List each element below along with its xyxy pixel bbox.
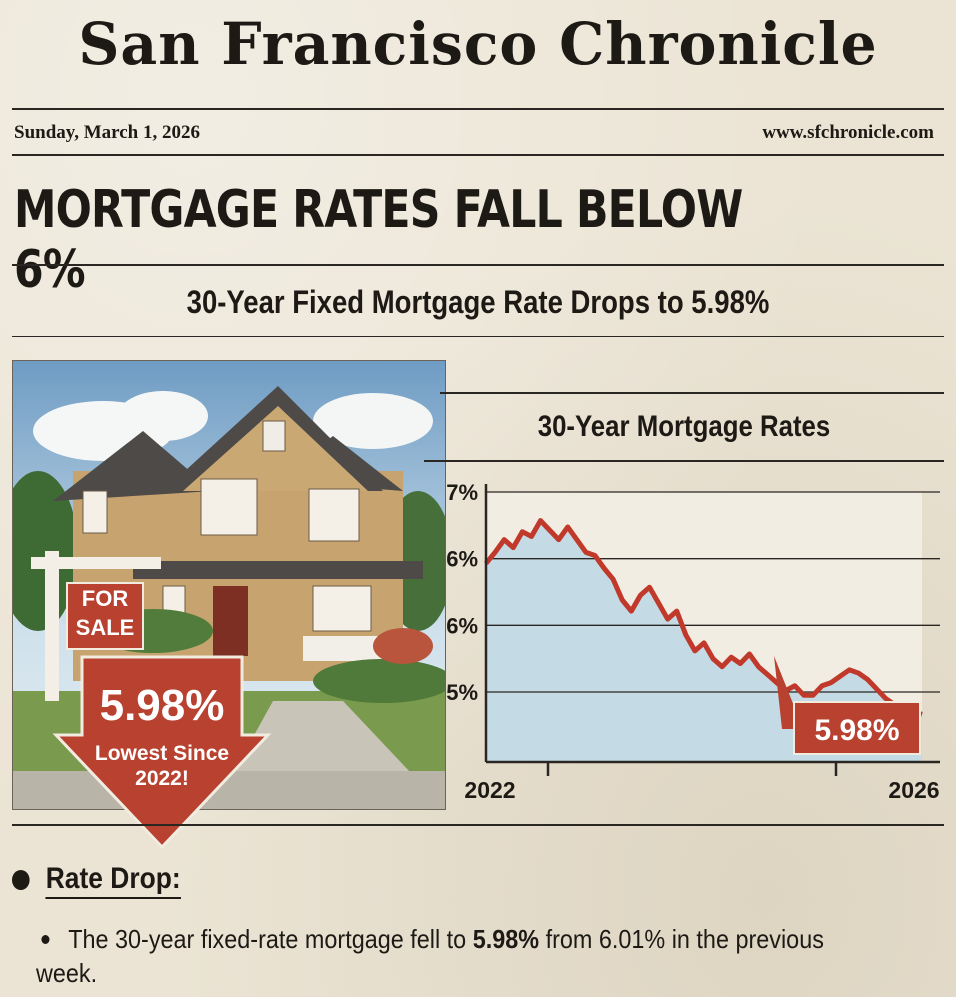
badge-caption-line1: Lowest Since [94,742,230,765]
annotation-label: 5.98% [814,714,899,747]
section-rule [12,824,944,826]
dateline: Sunday, March 1, 2026 [14,122,200,143]
for-sale-line1: FOR [81,586,129,611]
section-heading: Rate Drop: [12,862,181,899]
masthead-rule [12,108,944,110]
y-tick-label: 7% [446,480,478,505]
bullet-text-prefix: The 30-year fixed-rate mortgage fell to [68,924,467,954]
x-tick-label: 2022 [464,777,515,803]
house-illustration [12,360,446,810]
badge-caption-line2: 2022! [135,767,189,790]
subheadline-value: 5.98% [691,284,770,320]
headline-rule [12,264,944,266]
subhead-rule [12,336,944,337]
bullet-text-suffix: from 6.01% in the previous week. [36,924,824,988]
chart-title-rule [424,460,944,462]
series-line [484,518,923,717]
mortgage-rate-chart: 30-Year Mortgage Rates 7% 6% 6% 5% 2022 2026 5… [424,384,944,814]
y-tick-label: 6% [446,547,478,572]
badge-value: 5.98% [99,681,225,730]
bullet-text-value: 5.98% [472,924,540,954]
annotation-box [793,701,921,755]
chart-svg: 7% 6% 6% 5% 2022 2026 5.98% [446,480,940,803]
subheadline: 30-Year Fixed Mortgage Rate Drops to 5.9… [67,284,889,321]
for-sale-line2: SALE [75,615,135,640]
dateline-rule [12,154,944,156]
for-sale-sign: FOR SALE [66,582,144,650]
bullet-item: The 30-year fixed-rate mortgage fell to … [36,922,846,990]
badge-caption: Lowest Since 2022! [52,741,272,791]
subheadline-text: 30-Year Fixed Mortgage Rate Drops to [186,284,684,320]
website-link[interactable]: www.sfchronicle.com [762,122,934,143]
down-arrow-icon [52,655,272,850]
bullet-dot-icon [12,870,30,891]
chart-top-rule [440,392,944,394]
chart-title: 30-Year Mortgage Rates [537,410,831,443]
small-bullet-icon [41,934,50,944]
y-tick-label: 6% [446,613,478,638]
house-scene-svg [13,361,445,809]
rate-badge: 5.98% Lowest Since 2022! [52,655,272,850]
x-tick-label: 2026 [888,777,939,803]
masthead: San Francisco Chronicle [78,10,878,78]
section-heading-text: Rate Drop: [45,862,181,899]
headline: MORTGAGE RATES FALL BELOW 6% [14,180,743,300]
y-tick-label: 5% [446,680,478,705]
